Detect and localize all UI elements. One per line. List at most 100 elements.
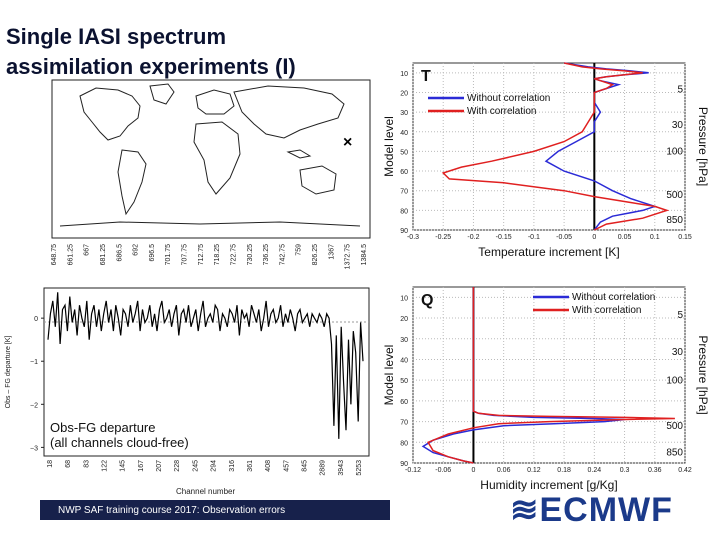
map-coastlines — [59, 83, 361, 227]
departure-xtick-label: 167 — [138, 460, 145, 472]
y-tick-label: 50 — [400, 378, 408, 385]
departure-xtick-label: 316 — [229, 460, 236, 472]
departure-xtick-label: 2889 — [320, 460, 327, 476]
x-tick-label: 0.12 — [527, 467, 541, 474]
departure-annotation: Obs-FG departure (all channels cloud-fre… — [50, 420, 189, 450]
departure-xtick-label: 83 — [83, 460, 90, 468]
departure-xtick-label: 122 — [102, 460, 109, 472]
pressure-tick-label: 850 — [666, 215, 683, 226]
y-tick-label: 50 — [400, 149, 408, 156]
pressure-tick-label: 500 — [666, 421, 683, 432]
departure-xtick-label: 145 — [120, 460, 127, 472]
channel-label: 826.25 — [312, 244, 319, 266]
x-tick-label: 0.3 — [620, 467, 630, 474]
channel-label: 722.75 — [230, 244, 237, 266]
legend-label: Without correlation — [572, 292, 655, 303]
y-axis-title: Model level — [382, 345, 396, 406]
y-tick-label: 80 — [400, 208, 408, 215]
channel-label: 667 — [84, 244, 91, 256]
y-tick-label: 90 — [400, 461, 408, 468]
x-tick-label: -0.06 — [435, 467, 451, 474]
departure-xtick-label: 457 — [283, 460, 290, 472]
channel-label: 742.75 — [279, 244, 286, 266]
map-frame — [51, 79, 371, 239]
footer-text: NWP SAF training course 2017: Observatio… — [58, 505, 286, 516]
panel-label: Q — [421, 292, 433, 309]
humidity-chart: -0.12 -0.06 0 0.06 0.12 0.18 0.24 0.3 0.36 0.42 10… — [382, 286, 710, 492]
departure-xticks: 18 68 83 122 145 167 207 228 245 294 316 361 408 457 8… — [47, 460, 363, 476]
series-with-correlation — [427, 287, 675, 464]
x-tick-label: -0.2 — [467, 234, 479, 241]
channel-label: 712.75 — [198, 244, 205, 266]
title-line-1: Single IASI spectrum — [6, 24, 227, 49]
departure-yticks: 0 −1 −2 −3 — [30, 316, 44, 452]
x-tick-label: -0.25 — [435, 234, 451, 241]
x-tick-label: 0.1 — [650, 234, 660, 241]
title-line-2: assimilation experiments (I) — [6, 54, 296, 79]
x-tick-label: 0 — [592, 234, 596, 241]
departure-annotation-line-1: Obs-FG departure — [50, 420, 156, 435]
channel-label: 696.5 — [149, 244, 156, 262]
channel-label: 692 — [133, 244, 140, 256]
departure-series-line — [47, 292, 364, 439]
x-tick-label: -0.05 — [556, 234, 572, 241]
footer-bar — [40, 500, 390, 520]
x-tick-label: -0.15 — [496, 234, 512, 241]
pressure-tick-label: 850 — [666, 447, 683, 458]
y-tick-label: 70 — [400, 189, 408, 196]
departure-ytick-label: −2 — [30, 402, 38, 409]
x-tick-label: 0.24 — [588, 467, 602, 474]
y-tick-label: 20 — [400, 316, 408, 323]
legend-label: Without correlation — [467, 93, 550, 104]
pressure-axis-title: Pressure [hPa] — [696, 107, 710, 186]
departure-xtick-label: 207 — [156, 460, 163, 472]
departure-xtick-label: 294 — [211, 460, 218, 472]
y-tick-label: 20 — [400, 90, 408, 97]
y-tick-label: 40 — [400, 130, 408, 137]
departure-xtick-label: 5253 — [356, 460, 363, 476]
ecmwf-logo: ≋ECMWF — [510, 490, 673, 530]
departure-xlabel: Channel number — [176, 487, 236, 496]
departure-xtick-label: 245 — [192, 460, 199, 472]
x-axis-title: Humidity increment [g/Kg] — [480, 478, 617, 492]
y-tick-label: 60 — [400, 169, 408, 176]
y-tick-label: 60 — [400, 399, 408, 406]
series-with-correlation — [441, 62, 670, 231]
channel-label: 707.75 — [182, 244, 189, 266]
y-tick-label: 30 — [400, 110, 408, 117]
channel-label: 661.25 — [67, 244, 74, 266]
x-tick-label: -0.1 — [528, 234, 540, 241]
ecmwf-logo-mark: ≋ — [510, 491, 540, 529]
legend-label: With correlation — [572, 305, 641, 316]
channel-label: 759 — [296, 244, 303, 256]
channel-label: 1372.75 — [345, 244, 352, 269]
pressure-tick-label: 500 — [666, 190, 683, 201]
x-tick-label: 0.36 — [648, 467, 662, 474]
departure-xtick-label: 361 — [247, 460, 254, 472]
channel-labels: 648.75 661.25 667 681.25 686.5 692 696.5 701.75… — [51, 244, 368, 269]
channel-label: 1367 — [328, 244, 335, 260]
plot-frame — [412, 286, 686, 464]
y-tick-label: 40 — [400, 357, 408, 364]
departure-ytick-label: −3 — [30, 445, 38, 452]
x-tick-label: -0.3 — [407, 234, 419, 241]
x-tick-label: 0.06 — [497, 467, 511, 474]
pressure-tick-label: 5 — [677, 310, 683, 321]
ecmwf-logo-text: ECMWF — [539, 491, 673, 529]
pressure-tick-label: 30 — [672, 120, 684, 131]
temperature-chart: -0.3 -0.25 -0.2 -0.15 -0.1 -0.05 0 0.05 0.1 0.15 1… — [382, 62, 710, 259]
y-tick-label: 80 — [400, 440, 408, 447]
y-tick-label: 90 — [400, 228, 408, 235]
y-tick-label: 10 — [400, 295, 408, 302]
departure-xtick-label: 18 — [47, 460, 54, 468]
departure-annotation-line-2: (all channels cloud-free) — [50, 435, 189, 450]
channel-label: 718.25 — [214, 244, 221, 266]
y-tick-label: 10 — [400, 71, 408, 78]
departure-ylabel: Obs – FG departure [K] — [5, 336, 12, 409]
departure-xtick-label: 228 — [174, 460, 181, 472]
pressure-tick-label: 30 — [672, 347, 684, 358]
pressure-tick-label: 100 — [666, 375, 683, 386]
